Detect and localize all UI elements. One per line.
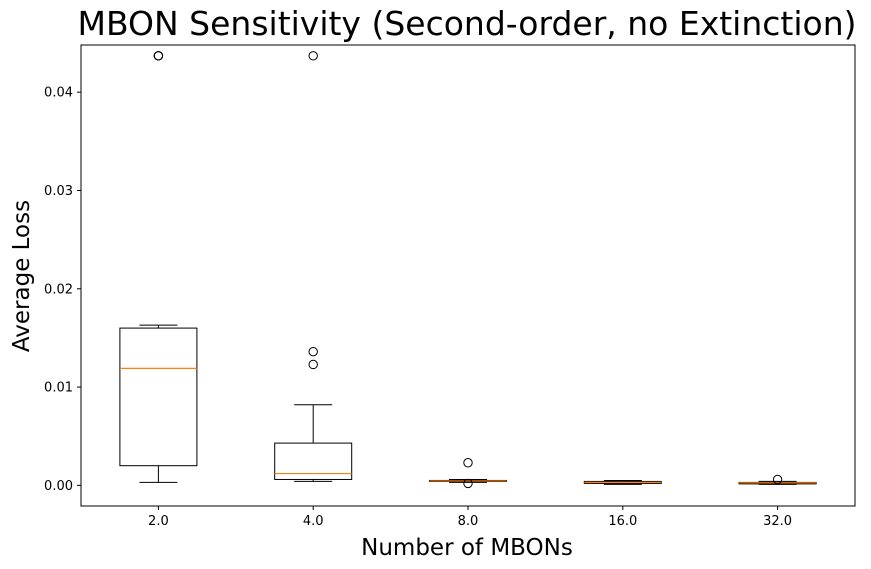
chart-title: MBON Sensitivity (Second-order, no Extin… — [77, 4, 856, 43]
x-tick-label: 32.0 — [763, 514, 792, 529]
x-axis-label: Number of MBONs — [361, 535, 573, 561]
outlier-point — [463, 458, 473, 468]
y-tick-label: 0.00 — [44, 479, 73, 494]
y-tick-label: 0.01 — [44, 381, 73, 396]
x-tick-label: 8.0 — [458, 514, 479, 529]
y-axis-label: Average Loss — [9, 200, 35, 352]
y-tick-label: 0.04 — [44, 86, 73, 101]
box — [119, 327, 198, 467]
outlier-point — [772, 474, 783, 485]
box-group-2-0 — [119, 51, 198, 483]
outlier-point — [308, 51, 318, 61]
outlier-point — [463, 478, 473, 489]
outlier-point — [308, 346, 318, 357]
plot-area: 0.00 0.01 0.02 0.03 0.04 2.0 4.0 8.0 16.0 32.0 — [44, 44, 856, 529]
box-group-16-0 — [583, 479, 662, 485]
box — [274, 442, 353, 480]
box-group-8-0 — [429, 458, 507, 489]
x-tick-label: 2.0 — [148, 514, 169, 529]
box-group-4-0 — [274, 51, 353, 482]
outlier-point — [153, 51, 164, 61]
x-tick-label: 16.0 — [608, 514, 637, 529]
outlier-point — [308, 359, 318, 370]
y-tick-label: 0.03 — [44, 184, 73, 199]
box-group-32-0 — [738, 474, 817, 485]
y-tick-label: 0.02 — [44, 282, 73, 297]
x-tick-label: 4.0 — [303, 514, 324, 529]
